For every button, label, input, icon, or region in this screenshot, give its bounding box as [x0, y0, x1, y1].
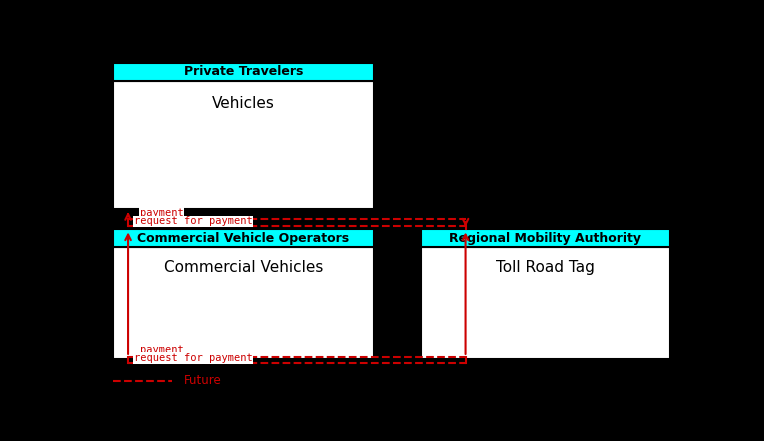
- Text: request for payment: request for payment: [134, 217, 253, 226]
- Bar: [113, 63, 374, 81]
- Text: Future: Future: [184, 374, 222, 387]
- Text: Vehicles: Vehicles: [212, 97, 275, 112]
- Text: request for payment: request for payment: [134, 353, 253, 363]
- Bar: [113, 247, 374, 359]
- Bar: [113, 229, 374, 247]
- Text: payment: payment: [140, 345, 183, 355]
- Text: Regional Mobility Authority: Regional Mobility Authority: [449, 232, 642, 245]
- Bar: [421, 229, 670, 247]
- Text: Commercial Vehicles: Commercial Vehicles: [163, 260, 323, 275]
- Bar: [421, 247, 670, 359]
- Bar: [113, 81, 374, 209]
- Text: Toll Road Tag: Toll Road Tag: [496, 260, 595, 275]
- Text: Commercial Vehicle Operators: Commercial Vehicle Operators: [138, 232, 350, 245]
- Text: payment: payment: [140, 208, 183, 218]
- Text: Private Travelers: Private Travelers: [184, 65, 303, 78]
